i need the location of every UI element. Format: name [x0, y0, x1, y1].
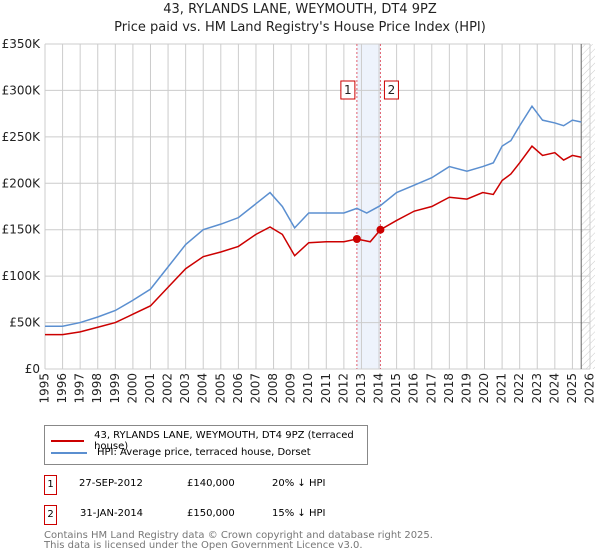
x-tick-label: 2018: [442, 373, 456, 404]
legend-label-hpi: HPI: Average price, terraced house, Dors…: [97, 447, 311, 458]
sale-period-shading: [356, 44, 381, 369]
x-tick-label: 2004: [196, 373, 210, 404]
sale-point: [352, 235, 361, 243]
transaction-price: £140,000: [187, 478, 235, 489]
x-tick-label: 2013: [354, 373, 368, 404]
chart-title: 43, RYLANDS LANE, WEYMOUTH, DT4 9PZ: [163, 2, 437, 17]
sale-badge-label: 2: [388, 83, 396, 97]
x-tick-label: 2017: [424, 373, 438, 404]
series-line: [45, 145, 582, 336]
x-tick-label: 2000: [125, 373, 139, 404]
legend-label-property: 43, RYLANDS LANE, WEYMOUTH, DT4 9PZ (ter…: [94, 430, 354, 452]
x-tick-label: 1996: [55, 373, 69, 404]
y-tick-label: £200K: [2, 176, 42, 190]
x-tick-label: 2015: [389, 373, 403, 404]
x-tick-label: 1995: [38, 373, 52, 404]
legend: 43, RYLANDS LANE, WEYMOUTH, DT4 9PZ (ter…: [44, 425, 368, 465]
x-tick-label: 2003: [178, 373, 192, 404]
chart-subtitle: Price paid vs. HM Land Registry's House …: [114, 20, 486, 35]
x-tick-label: 2002: [161, 373, 175, 404]
x-tick-label: 1997: [73, 373, 87, 404]
x-tick-label: 2019: [459, 373, 473, 404]
y-tick-label: £350K: [2, 37, 42, 51]
x-tick-label: 2006: [231, 373, 245, 404]
footer: Contains HM Land Registry data © Crown c…: [44, 531, 433, 551]
x-tick-label: 2022: [512, 373, 526, 404]
transaction-date: 27-SEP-2012: [79, 478, 143, 489]
transaction-price: £150,000: [187, 508, 235, 519]
footer-line-2: This data is licensed under the Open Gov…: [44, 540, 363, 551]
x-tick-label: 1998: [90, 373, 104, 404]
x-tick-label: 2026: [583, 373, 597, 404]
transaction-badge: 2: [44, 505, 57, 525]
x-tick-label: 2021: [495, 373, 509, 404]
footer-line-1: Contains HM Land Registry data © Crown c…: [44, 530, 433, 541]
sale-badge-box: [383, 80, 399, 100]
x-tick-label: 2012: [336, 373, 350, 404]
x-tick-label: 2007: [248, 373, 262, 404]
legend-swatch-property: [51, 440, 85, 442]
sale-point: [376, 225, 385, 234]
x-tick-label: 2008: [266, 373, 280, 404]
x-tick-label: 2005: [213, 373, 227, 404]
x-tick-label: 1999: [108, 373, 122, 404]
transaction-delta: 15% ↓ HPI: [272, 508, 326, 519]
y-tick-label: £100K: [2, 269, 42, 283]
transaction-badge: 1: [44, 475, 57, 495]
x-tick-label: 2011: [319, 373, 333, 404]
x-tick-label: 2024: [547, 373, 561, 404]
forecast-hatch: [581, 44, 595, 369]
x-tick-label: 2016: [407, 373, 421, 404]
y-tick-label: £250K: [2, 130, 42, 144]
y-tick-label: £0: [25, 362, 40, 376]
transaction-delta: 20% ↓ HPI: [272, 478, 326, 489]
y-tick-label: £50K: [9, 316, 41, 330]
x-tick-label: 2010: [301, 373, 315, 404]
x-tick-label: 2025: [565, 373, 579, 404]
sale-badge-label: 1: [344, 83, 352, 97]
y-tick-label: £300K: [2, 83, 42, 97]
x-tick-label: 2020: [477, 373, 491, 404]
y-tick-label: £150K: [2, 223, 42, 237]
plot-area: 1995 1996 1997 1998 1999 2000 2001 2002 2003 2004…: [2, 37, 597, 404]
transaction-date: 31-JAN-2014: [80, 508, 144, 519]
x-tick-label: 2014: [372, 373, 386, 404]
sale-badge-box: [340, 80, 356, 100]
x-tick-label: 2009: [284, 373, 298, 404]
legend-swatch-hpi: [51, 451, 87, 454]
series-line: [45, 104, 582, 328]
x-tick-label: 2023: [530, 373, 544, 404]
x-tick-label: 2001: [143, 373, 157, 404]
